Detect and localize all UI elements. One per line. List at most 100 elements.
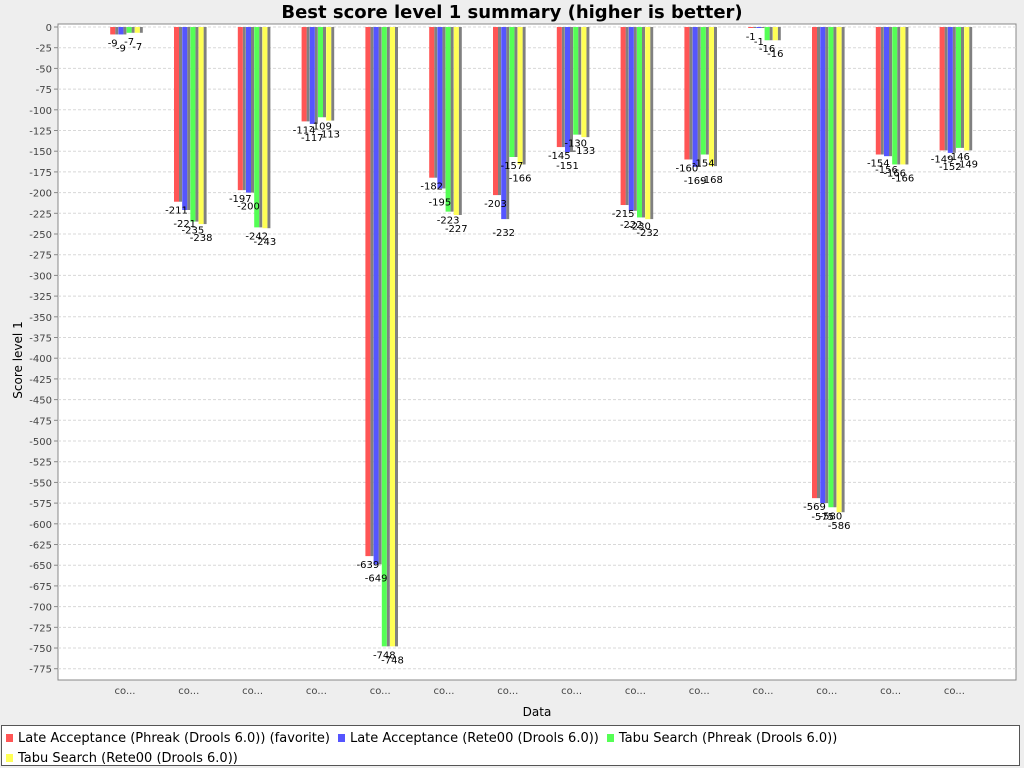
- data-label: -130: [564, 139, 587, 150]
- data-label: -211: [165, 206, 188, 217]
- legend-label: Late Acceptance (Rete00 (Drools 6.0)): [349, 730, 599, 746]
- data-label: -221: [173, 219, 196, 230]
- bar: [110, 27, 116, 35]
- bar: [692, 27, 698, 167]
- data-label: -133: [573, 146, 596, 157]
- data-label: -580: [820, 511, 843, 522]
- data-label: -222: [620, 220, 643, 231]
- chart-title: Best score level 1 summary (higher is be…: [281, 2, 742, 23]
- bar: [565, 27, 570, 153]
- bar: [501, 27, 507, 220]
- bar: [947, 27, 953, 153]
- data-label: -182: [420, 182, 443, 193]
- bar: [182, 27, 188, 210]
- y-tick-label: -425: [29, 375, 52, 386]
- bar-shadow: [179, 27, 182, 202]
- data-label: -203: [484, 199, 507, 210]
- data-label: -9: [116, 43, 126, 54]
- bar: [453, 27, 459, 215]
- bar-shadow: [561, 27, 565, 148]
- data-label: -748: [381, 655, 404, 666]
- bar: [381, 27, 387, 647]
- plot-background: [57, 23, 1017, 681]
- bar: [429, 27, 435, 178]
- x-tick-label: co...: [434, 686, 455, 697]
- data-label: -166: [509, 173, 532, 184]
- x-axis-ticks: co... co... co... co... co... co... co... co...…: [115, 686, 965, 697]
- y-tick-label: -350: [29, 313, 52, 324]
- bar-shadow: [650, 27, 654, 220]
- x-tick-label: co...: [625, 686, 646, 697]
- bar-shadow: [442, 27, 446, 189]
- x-tick-label: co...: [689, 686, 710, 697]
- bar-shadow: [586, 27, 590, 138]
- bar-shadow: [323, 27, 326, 118]
- data-label: -575: [811, 512, 834, 523]
- bar-shadow: [187, 27, 191, 210]
- data-label: -168: [700, 175, 723, 186]
- bar-shadow: [498, 27, 501, 196]
- bar: [493, 27, 498, 196]
- data-label: -9: [108, 38, 118, 49]
- x-tick-label: co...: [497, 686, 518, 697]
- x-tick-label: co...: [944, 686, 965, 697]
- bar: [900, 27, 906, 165]
- data-label: -1: [746, 32, 756, 43]
- legend-label: Tabu Search (Rete00 (Drools 6.0)): [18, 750, 238, 766]
- y-tick-label: -100: [29, 106, 52, 117]
- bar-shadow: [314, 27, 318, 124]
- bar: [836, 27, 842, 513]
- y-tick-label: -525: [29, 458, 52, 469]
- bar: [892, 27, 898, 165]
- bar: [318, 27, 323, 118]
- y-tick-label: -325: [29, 292, 52, 303]
- bar-shadow: [578, 27, 582, 135]
- bar-shadow: [841, 27, 845, 513]
- x-tick-label: co...: [115, 686, 136, 697]
- x-tick-label: co...: [370, 686, 391, 697]
- x-tick-label: co...: [816, 686, 837, 697]
- legend-item: Tabu Search (Phreak (Drools 6.0)): [606, 728, 837, 748]
- data-label: -242: [245, 231, 268, 242]
- bar-shadow: [817, 27, 820, 499]
- y-axis-label: Score level 1: [11, 321, 25, 398]
- bar: [190, 27, 196, 222]
- bar: [445, 27, 451, 212]
- bar-shadow: [761, 27, 765, 28]
- bars: [110, 27, 973, 647]
- bar-shadow: [259, 27, 263, 228]
- bar: [772, 27, 778, 41]
- data-label: -586: [828, 521, 851, 532]
- bar: [373, 27, 379, 565]
- bar: [964, 27, 970, 151]
- data-label: -145: [548, 151, 571, 162]
- data-label: -639: [357, 560, 380, 571]
- y-tick-label: -175: [29, 168, 52, 179]
- bar-shadow: [242, 27, 246, 191]
- data-label: -154: [692, 159, 715, 170]
- bar-shadow: [131, 27, 135, 33]
- data-labels: -9-9-7-7-211-221-235-238-197-200-242-243…: [108, 32, 978, 666]
- bar-shadow: [769, 27, 773, 41]
- bar: [126, 27, 132, 33]
- bar: [237, 27, 243, 191]
- bar-shadow: [522, 27, 526, 165]
- bar-shadow: [570, 27, 573, 153]
- data-label: -197: [229, 194, 252, 205]
- bar: [828, 27, 834, 508]
- y-tick-label: -775: [29, 665, 52, 676]
- bar-shadow: [642, 27, 645, 218]
- bar: [884, 27, 889, 157]
- bar: [301, 27, 307, 122]
- data-label: -114: [293, 125, 316, 136]
- y-tick-label: -150: [29, 147, 52, 158]
- y-tick-label: -550: [29, 478, 52, 489]
- y-tick-label: -50: [36, 64, 52, 75]
- legend-item: Tabu Search (Rete00 (Drools 6.0)): [6, 748, 238, 768]
- bar: [637, 27, 642, 218]
- bar: [748, 27, 754, 28]
- bar-shadow: [633, 27, 637, 211]
- bar: [645, 27, 651, 220]
- data-label: -152: [939, 162, 962, 173]
- y-tick-label: -375: [29, 334, 52, 345]
